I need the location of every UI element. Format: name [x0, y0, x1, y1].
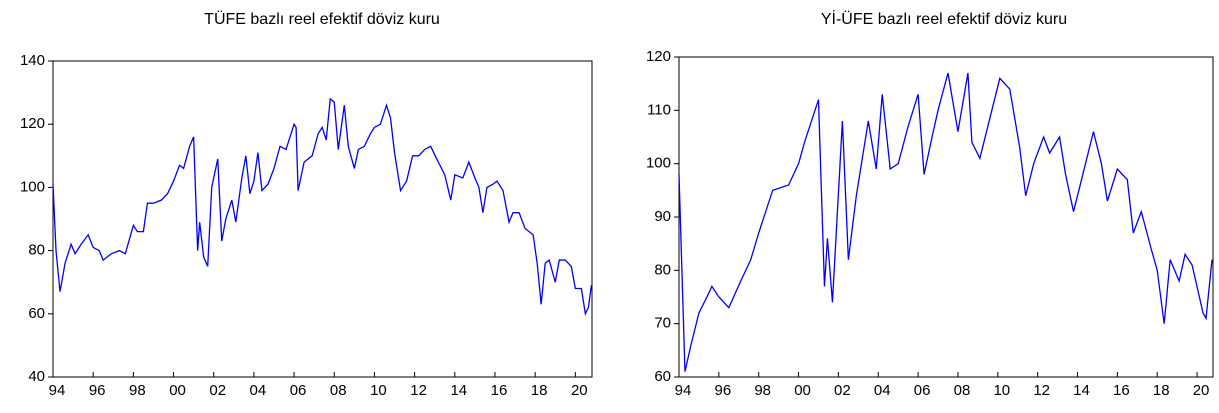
- x-tick-label: 02: [834, 382, 851, 399]
- x-tick-label: 12: [410, 382, 427, 399]
- x-tick-label: 98: [754, 382, 771, 399]
- x-tick-label: 08: [954, 382, 971, 399]
- x-tick-label: 96: [89, 382, 106, 399]
- chart-title: TÜFE bazlı reel efektif döviz kuru: [204, 10, 440, 28]
- x-tick-label: 04: [250, 382, 267, 399]
- x-tick-label: 18: [531, 382, 548, 399]
- data-line: [52, 97, 593, 316]
- x-tick-label: 16: [491, 382, 508, 399]
- chart-title: Yİ-ÜFE bazlı reel efektif döviz kuru: [821, 9, 1067, 28]
- x-tick-label: 08: [330, 382, 347, 399]
- x-tick-label: 20: [1193, 382, 1210, 399]
- x-tick-label: 14: [1073, 382, 1090, 399]
- x-tick-label: 18: [1153, 382, 1170, 399]
- x-tick-label: 10: [993, 382, 1010, 399]
- y-tick-label: 120: [20, 115, 45, 132]
- x-tick-label: 98: [129, 382, 146, 399]
- y-tick-label: 80: [654, 261, 671, 278]
- x-tick-label: 96: [715, 382, 732, 399]
- y-tick-label: 60: [28, 305, 45, 322]
- x-tick-label: 10: [370, 382, 387, 399]
- x-tick-label: 04: [874, 382, 891, 399]
- y-tick-label: 80: [28, 242, 45, 259]
- plot-frame: [678, 56, 1214, 378]
- y-tick-label: 70: [654, 315, 671, 332]
- y-tick-label: 100: [20, 178, 45, 195]
- y-tick-label: 100: [646, 155, 671, 172]
- plot-frame: [52, 60, 593, 378]
- x-tick-label: 14: [450, 382, 467, 399]
- x-tick-label: 16: [1113, 382, 1130, 399]
- x-tick-label: 20: [571, 382, 588, 399]
- x-tick-label: 00: [794, 382, 811, 399]
- x-tick-label: 94: [675, 382, 692, 399]
- data-line: [678, 72, 1213, 372]
- y-tick-label: 120: [646, 48, 671, 65]
- x-tick-label: 12: [1033, 382, 1050, 399]
- x-tick-label: 00: [169, 382, 186, 399]
- y-tick-label: 110: [647, 101, 671, 118]
- y-tick-label: 140: [20, 52, 45, 69]
- x-tick-label: 06: [290, 382, 307, 399]
- y-tick-label: 60: [654, 368, 671, 385]
- x-tick-label: 94: [49, 382, 66, 399]
- x-tick-label: 06: [914, 382, 931, 399]
- x-tick-label: 02: [209, 382, 226, 399]
- y-tick-label: 40: [28, 368, 45, 385]
- y-tick-label: 90: [654, 208, 671, 225]
